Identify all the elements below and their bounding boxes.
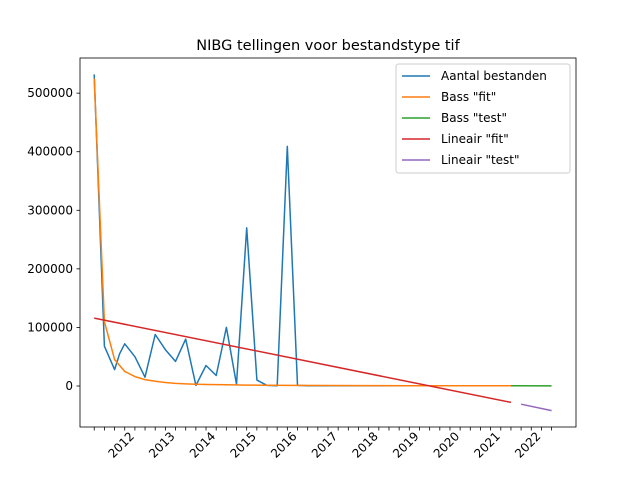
legend: Aantal bestanden Bass "fit" Bass "test" Lin… <box>395 63 571 174</box>
legend-label: Bass "fit" <box>441 90 496 104</box>
series-line-lineair-fit <box>94 317 512 404</box>
legend-label: Bass "test" <box>441 111 507 125</box>
series-line-bass-fit <box>93 78 511 387</box>
series-line-lineair-test <box>520 403 552 412</box>
legend-box <box>395 63 571 174</box>
y-tick-label: 300000 <box>27 203 73 217</box>
y-tick-label: 500000 <box>27 86 73 100</box>
legend-label: Lineair "fit" <box>441 132 509 146</box>
y-tick-label: 0 <box>65 379 73 393</box>
legend-label: Aantal bestanden <box>441 69 547 83</box>
chart-title: NIBG tellingen voor bestandstype tif <box>196 38 460 54</box>
y-tick-label: 200000 <box>27 262 73 276</box>
legend-label: Lineair "test" <box>441 153 520 167</box>
plot-area <box>93 74 552 412</box>
y-tick-label: 100000 <box>27 320 73 334</box>
y-tick-label: 400000 <box>27 145 73 159</box>
